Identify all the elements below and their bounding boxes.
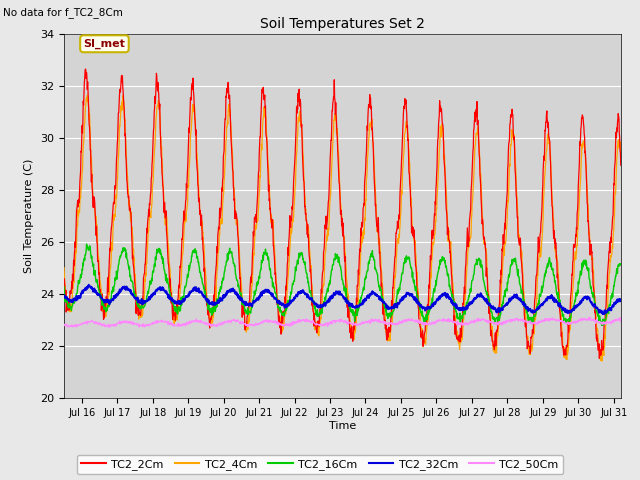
Title: Soil Temperatures Set 2: Soil Temperatures Set 2 <box>260 17 425 31</box>
X-axis label: Time: Time <box>329 421 356 431</box>
Legend: TC2_2Cm, TC2_4Cm, TC2_16Cm, TC2_32Cm, TC2_50Cm: TC2_2Cm, TC2_4Cm, TC2_16Cm, TC2_32Cm, TC… <box>77 455 563 474</box>
Y-axis label: Soil Temperature (C): Soil Temperature (C) <box>24 159 35 273</box>
Text: SI_met: SI_met <box>83 38 125 49</box>
Text: No data for f_TC2_8Cm: No data for f_TC2_8Cm <box>3 7 123 18</box>
